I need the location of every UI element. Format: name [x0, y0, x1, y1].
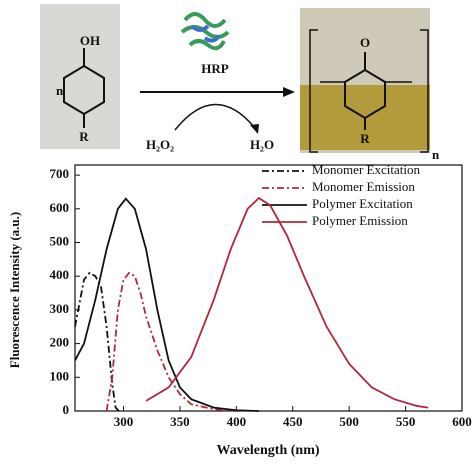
plot-frame [74, 164, 463, 412]
series-line [145, 196, 429, 409]
series-line [105, 271, 237, 412]
product: H₂O [250, 137, 274, 152]
arrowhead [283, 87, 295, 97]
y-axis-label: Fluorescence Intensity (a.u.) [7, 212, 22, 368]
x-tick-label: 550 [396, 414, 416, 429]
legend-label: Polymer Excitation [312, 196, 413, 211]
bracket [309, 29, 429, 153]
group: O [360, 35, 370, 50]
vial [40, 4, 120, 149]
enzyme: HRP [201, 61, 229, 76]
y-tick-label: 100 [50, 368, 70, 383]
y-tick-label: 200 [50, 335, 70, 350]
series-line [74, 271, 120, 412]
group: OH [80, 33, 100, 48]
x-axis-label: Wavelength (nm) [216, 443, 319, 458]
y-tick-label: 300 [50, 301, 70, 316]
x-tick-label: 350 [170, 414, 190, 429]
y-tick-label: 500 [50, 233, 70, 248]
enzyme-icon [180, 12, 230, 51]
x-tick-label: 450 [283, 414, 303, 429]
reactant: H₂O₂ [146, 137, 174, 152]
curved-arrow [174, 103, 256, 131]
y-tick-label: 600 [50, 200, 70, 215]
y-tick-label: 400 [50, 267, 70, 282]
legend-label: Monomer Emission [312, 179, 415, 194]
x-tick-label: 300 [114, 414, 134, 429]
x-tick-label: 500 [339, 414, 359, 429]
legend-label: Polymer Emission [312, 213, 408, 228]
x-tick-label: 600 [452, 414, 472, 429]
x-tick-label: 400 [227, 414, 247, 429]
group: R [79, 129, 89, 144]
y-tick-label: 700 [50, 166, 70, 181]
y-tick-label: 0 [63, 402, 70, 417]
group: R [360, 131, 370, 146]
arrowhead [250, 124, 259, 134]
series-line [74, 197, 259, 412]
label: n [56, 83, 64, 98]
legend-label: Monomer Excitation [312, 162, 420, 177]
label: n [432, 147, 440, 162]
scheme: OH n R HRP H₂O₂ H₂O O R n [40, 4, 440, 162]
